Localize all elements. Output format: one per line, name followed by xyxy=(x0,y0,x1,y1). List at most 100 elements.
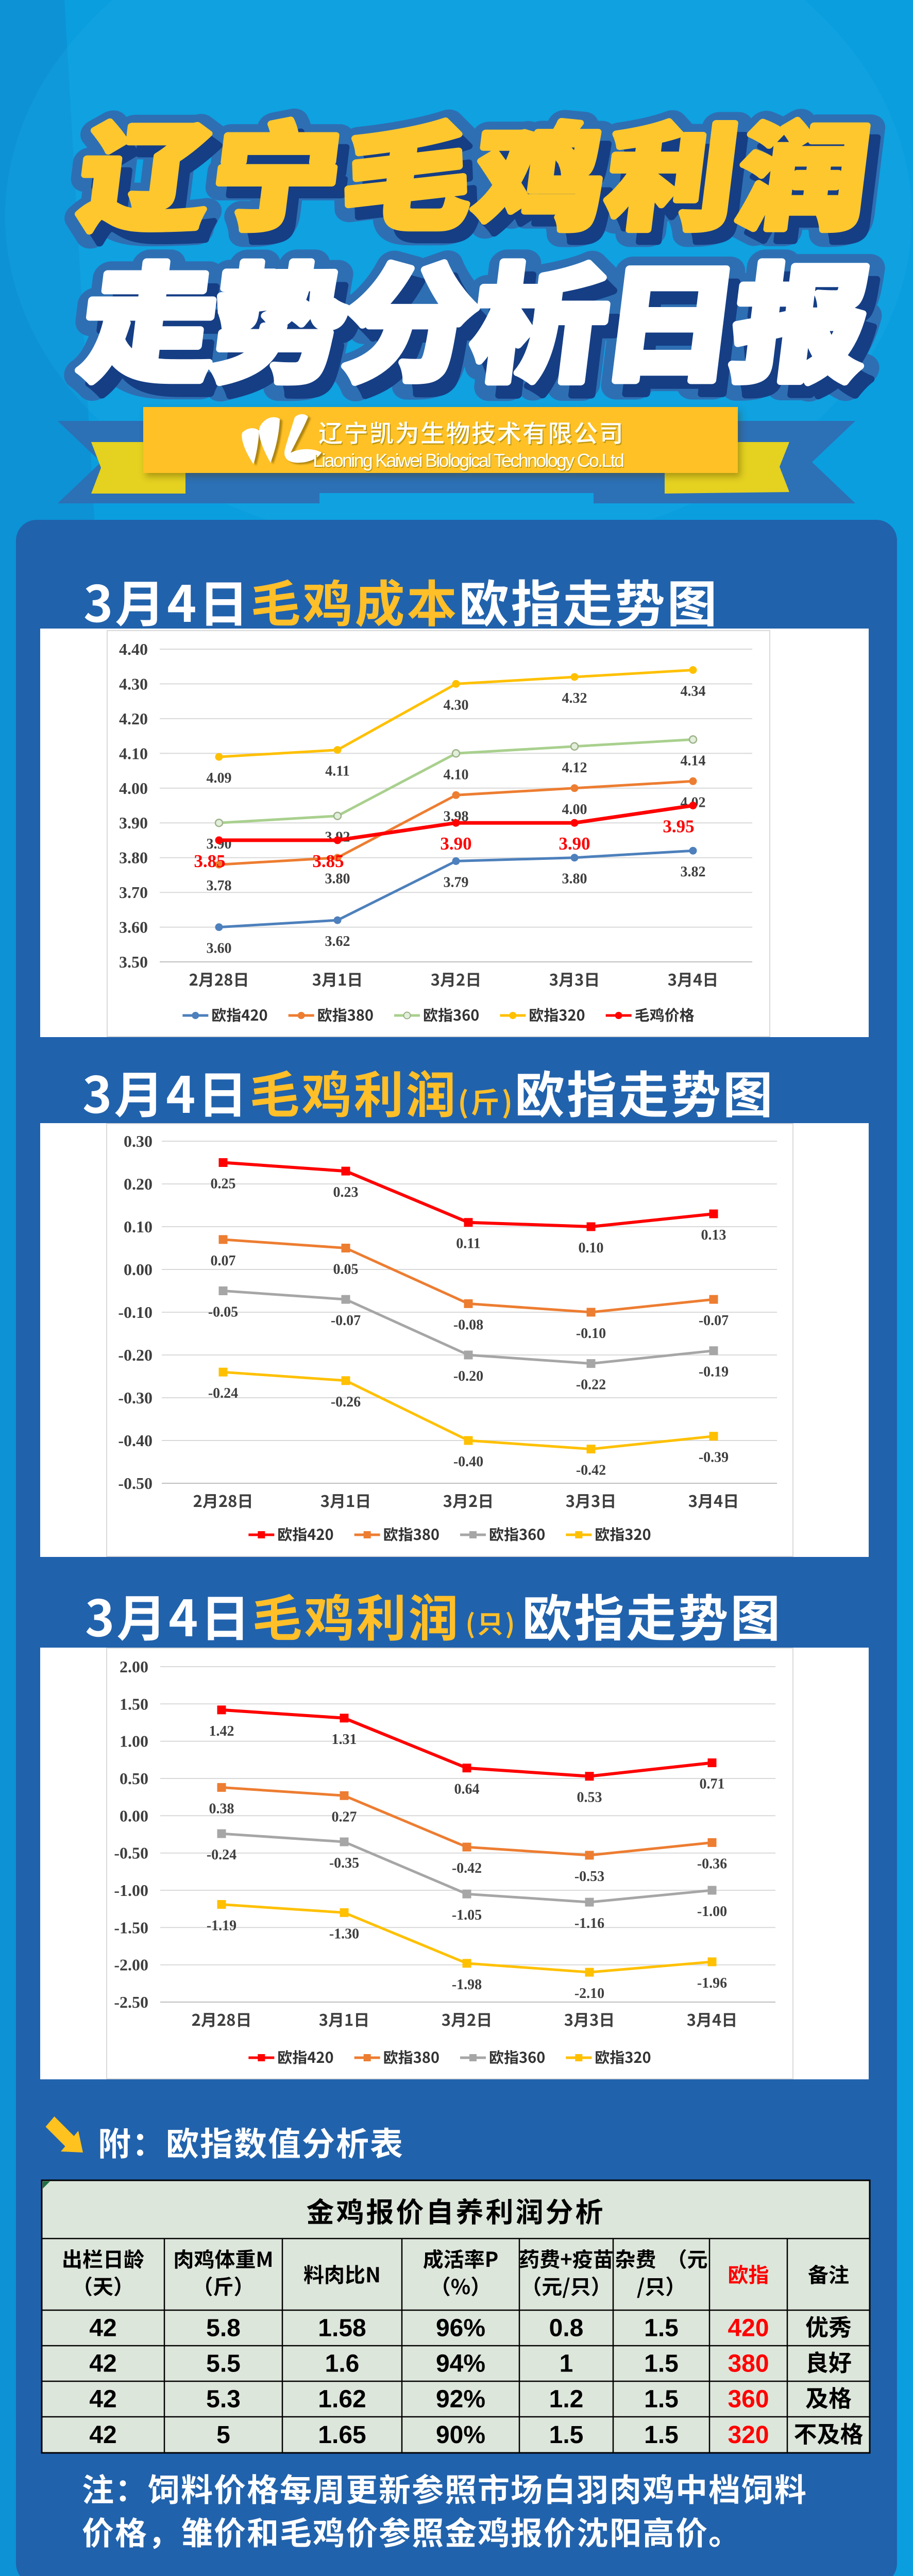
svg-text:0.07: 0.07 xyxy=(211,1253,236,1269)
svg-text:0.10: 0.10 xyxy=(124,1217,153,1236)
svg-text:0.30: 0.30 xyxy=(124,1132,153,1150)
svg-text:-0.26: -0.26 xyxy=(331,1394,361,1410)
svg-text:1.58: 1.58 xyxy=(318,2315,366,2342)
svg-text:-0.22: -0.22 xyxy=(576,1377,606,1393)
svg-text:-0.05: -0.05 xyxy=(208,1304,238,1320)
svg-text:-1.50: -1.50 xyxy=(114,1918,148,1937)
svg-text:0.23: 0.23 xyxy=(333,1184,359,1200)
svg-text:-1.30: -1.30 xyxy=(329,1926,359,1942)
svg-text:5.5: 5.5 xyxy=(206,2350,241,2378)
svg-text:380: 380 xyxy=(728,2350,769,2378)
svg-text:-0.24: -0.24 xyxy=(207,1847,236,1863)
svg-text:4.32: 4.32 xyxy=(562,690,587,706)
svg-text:4.12: 4.12 xyxy=(562,760,587,776)
svg-text:-1.00: -1.00 xyxy=(697,1904,727,1920)
svg-text:0.8: 0.8 xyxy=(549,2315,584,2342)
svg-text:-0.10: -0.10 xyxy=(576,1326,606,1342)
svg-text:3.78: 3.78 xyxy=(207,878,232,894)
svg-text:3.80: 3.80 xyxy=(119,849,148,867)
svg-text:4.30: 4.30 xyxy=(119,674,148,693)
svg-text:420: 420 xyxy=(728,2315,769,2342)
svg-text:42: 42 xyxy=(89,2315,116,2342)
svg-text:1.6: 1.6 xyxy=(325,2350,360,2378)
svg-text:4.00: 4.00 xyxy=(119,779,148,798)
svg-text:360: 360 xyxy=(728,2386,769,2413)
svg-text:3.85: 3.85 xyxy=(194,851,225,871)
svg-text:4.09: 4.09 xyxy=(207,770,232,786)
svg-text:-0.40: -0.40 xyxy=(453,1454,483,1470)
svg-text:3.79: 3.79 xyxy=(444,874,469,890)
svg-text:0.38: 0.38 xyxy=(209,1801,234,1817)
svg-text:0.11: 0.11 xyxy=(456,1236,480,1252)
svg-text:-0.40: -0.40 xyxy=(118,1431,153,1450)
svg-text:5: 5 xyxy=(216,2421,230,2449)
svg-text:-0.50: -0.50 xyxy=(114,1844,148,1862)
svg-text:0.00: 0.00 xyxy=(120,1806,148,1825)
svg-text:90%: 90% xyxy=(436,2421,485,2449)
svg-text:0.71: 0.71 xyxy=(700,1776,725,1792)
svg-text:1.42: 1.42 xyxy=(209,1723,234,1739)
svg-text:0.00: 0.00 xyxy=(124,1260,153,1279)
svg-text:3.90: 3.90 xyxy=(559,834,590,854)
svg-text:-1.00: -1.00 xyxy=(114,1881,148,1900)
svg-text:1.5: 1.5 xyxy=(644,2315,679,2342)
svg-text:1.5: 1.5 xyxy=(644,2386,679,2413)
svg-text:4.11: 4.11 xyxy=(325,764,349,779)
svg-text:0.25: 0.25 xyxy=(211,1176,236,1192)
svg-text:-0.10: -0.10 xyxy=(118,1303,153,1321)
svg-text:-1.16: -1.16 xyxy=(574,1916,604,1931)
svg-text:4.14: 4.14 xyxy=(681,753,706,769)
svg-text:Liaoning Kaiwei Biological Tec: Liaoning Kaiwei Biological Technology Co… xyxy=(313,450,624,471)
svg-text:1.62: 1.62 xyxy=(318,2386,366,2413)
svg-text:-0.39: -0.39 xyxy=(699,1450,729,1466)
svg-text:1.50: 1.50 xyxy=(120,1694,148,1713)
svg-text:4.34: 4.34 xyxy=(681,684,706,700)
svg-text:-2.10: -2.10 xyxy=(574,1986,604,2002)
svg-text:-1.05: -1.05 xyxy=(452,1907,482,1923)
svg-text:3.95: 3.95 xyxy=(663,817,694,837)
svg-text:-0.24: -0.24 xyxy=(208,1385,238,1401)
svg-text:4.00: 4.00 xyxy=(562,802,587,818)
svg-text:3.80: 3.80 xyxy=(325,871,350,887)
svg-text:0.27: 0.27 xyxy=(332,1809,357,1825)
svg-text:-0.07: -0.07 xyxy=(331,1313,361,1329)
svg-text:4.30: 4.30 xyxy=(444,697,469,713)
svg-text:-0.19: -0.19 xyxy=(699,1364,729,1380)
svg-text:5.3: 5.3 xyxy=(206,2386,241,2413)
svg-text:4.40: 4.40 xyxy=(119,640,148,658)
svg-text:1.00: 1.00 xyxy=(120,1732,148,1751)
svg-text:-0.53: -0.53 xyxy=(574,1869,604,1885)
svg-text:4.10: 4.10 xyxy=(444,767,469,783)
svg-text:320: 320 xyxy=(728,2421,769,2449)
svg-text:5.8: 5.8 xyxy=(206,2315,241,2342)
svg-text:-0.36: -0.36 xyxy=(697,1856,727,1872)
svg-text:3.90: 3.90 xyxy=(119,814,148,832)
svg-text:-0.07: -0.07 xyxy=(699,1313,729,1329)
svg-text:3.80: 3.80 xyxy=(562,871,587,887)
svg-text:-1.98: -1.98 xyxy=(452,1977,482,1993)
svg-text:1.31: 1.31 xyxy=(332,1732,357,1748)
svg-text:1.65: 1.65 xyxy=(318,2421,366,2449)
svg-text:3.50: 3.50 xyxy=(119,953,148,971)
svg-text:1.2: 1.2 xyxy=(549,2386,584,2413)
svg-text:0.10: 0.10 xyxy=(579,1240,604,1256)
svg-text:-0.08: -0.08 xyxy=(453,1317,483,1333)
svg-text:3.82: 3.82 xyxy=(681,864,706,880)
svg-text:-0.42: -0.42 xyxy=(452,1860,482,1876)
svg-text:0.20: 0.20 xyxy=(124,1175,153,1193)
svg-text:-2.50: -2.50 xyxy=(114,1993,148,2011)
svg-text:3.62: 3.62 xyxy=(325,934,350,950)
svg-text:0.64: 0.64 xyxy=(454,1782,480,1798)
svg-text:Liaoning Kaiwei Biological Tec: Liaoning Kaiwei Biological Technology Co… xyxy=(314,451,625,472)
svg-text:3.85: 3.85 xyxy=(312,851,344,871)
svg-text:0.13: 0.13 xyxy=(701,1227,726,1243)
svg-text:92%: 92% xyxy=(436,2386,485,2413)
svg-text:0.53: 0.53 xyxy=(577,1790,602,1806)
svg-text:42: 42 xyxy=(89,2386,116,2413)
svg-text:1.5: 1.5 xyxy=(644,2350,679,2378)
svg-text:1: 1 xyxy=(560,2350,573,2378)
svg-text:94%: 94% xyxy=(436,2350,485,2378)
svg-text:0.05: 0.05 xyxy=(333,1262,359,1278)
svg-text:-0.30: -0.30 xyxy=(118,1388,153,1407)
svg-text:-0.20: -0.20 xyxy=(118,1346,153,1364)
